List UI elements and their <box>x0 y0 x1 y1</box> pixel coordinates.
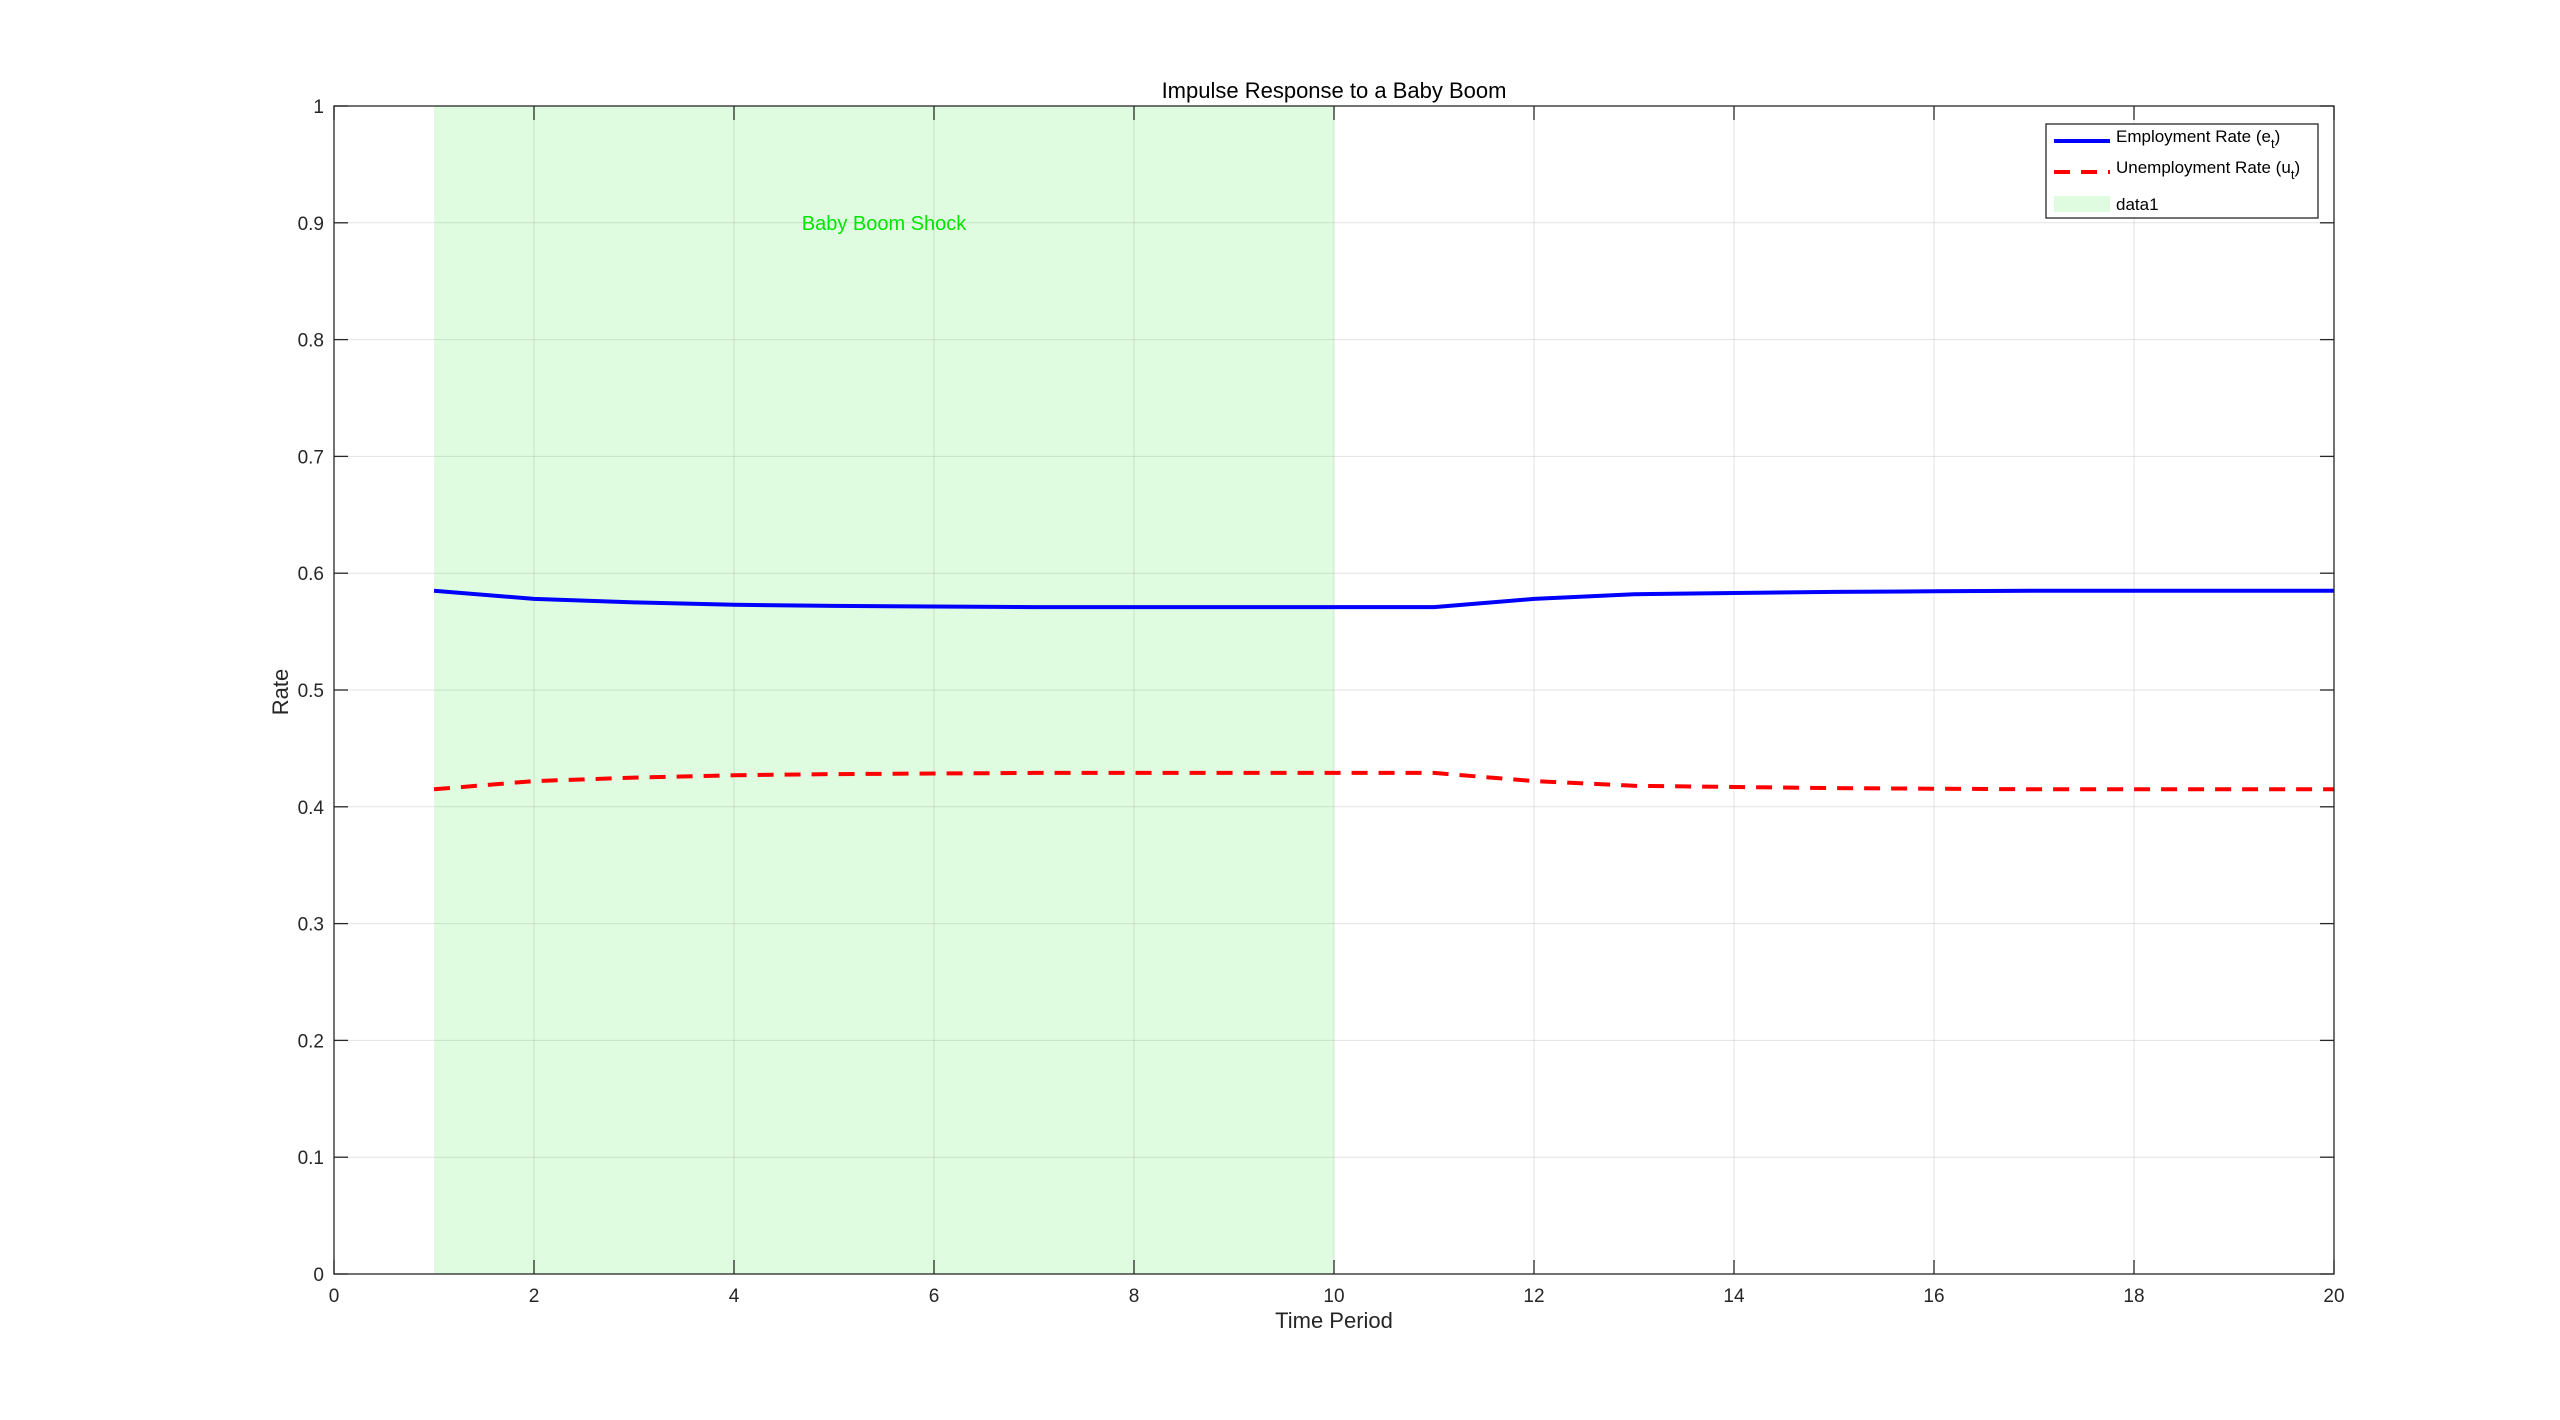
x-tick-label-5: 10 <box>1323 1286 1344 1307</box>
x-tick-label-7: 14 <box>1723 1286 1745 1307</box>
x-tick-label-3: 6 <box>929 1286 940 1307</box>
y-tick-label-3: 0.3 <box>298 915 324 936</box>
legend-swatch-region <box>2054 196 2110 212</box>
shock-region <box>434 106 1334 1274</box>
x-tick-label-10: 20 <box>2323 1286 2344 1307</box>
y-tick-label-6: 0.6 <box>298 564 324 585</box>
x-tick-label-1: 2 <box>529 1286 540 1307</box>
x-tick-label-6: 12 <box>1523 1286 1544 1307</box>
shock-region-layer <box>434 106 1334 1274</box>
x-tick-label-0: 0 <box>329 1286 340 1307</box>
y-tick-label-2: 0.2 <box>298 1031 324 1052</box>
series-line-1 <box>433 770 2334 792</box>
y-tick-label-10: 1 <box>313 97 324 118</box>
y-tick-label-1: 0.1 <box>298 1148 324 1169</box>
y-tick-label-8: 0.8 <box>298 331 324 352</box>
legend-label-1: Unemployment Rate (ut) <box>2116 158 2300 182</box>
x-tick-label-8: 16 <box>1923 1286 1944 1307</box>
x-tick-label-2: 4 <box>729 1286 740 1307</box>
y-tick-label-0: 0 <box>313 1265 324 1286</box>
legend-label-0: Employment Rate (et) <box>2116 127 2280 151</box>
legend: Employment Rate (et) Unemployment Rate (u… <box>2045 123 2319 219</box>
legend-label-region: data1 <box>2116 195 2159 214</box>
chart-title: Impulse Response to a Baby Boom <box>1162 78 1507 103</box>
x-tick-label-4: 8 <box>1129 1286 1140 1307</box>
y-axis-label: Rate <box>268 669 293 715</box>
baby-boom-shock-annotation: Baby Boom Shock <box>802 213 968 235</box>
axes-layer: 0 2 4 6 8 10 12 14 16 18 20 0 0.1 0.2 0.3 0.4 0.5 0.6 0.7 0… <box>298 97 2345 1307</box>
series-layer <box>433 588 2334 792</box>
series-line-0 <box>433 588 2334 610</box>
y-tick-label-4: 0.4 <box>298 798 325 819</box>
x-axis-label: Time Period <box>1275 1308 1393 1333</box>
y-tick-label-9: 0.9 <box>298 214 324 235</box>
y-tick-label-5: 0.5 <box>298 681 324 702</box>
x-tick-label-9: 18 <box>2123 1286 2144 1307</box>
y-tick-label-7: 0.7 <box>298 447 324 468</box>
